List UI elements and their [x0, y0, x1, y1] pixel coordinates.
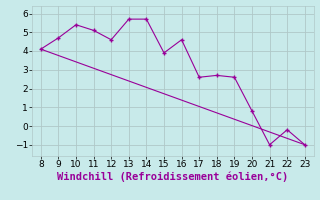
X-axis label: Windchill (Refroidissement éolien,°C): Windchill (Refroidissement éolien,°C) — [57, 172, 288, 182]
